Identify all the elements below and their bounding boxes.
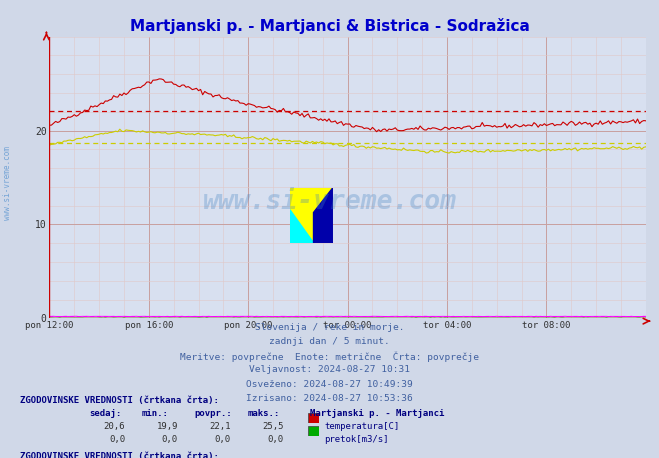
Polygon shape — [290, 210, 314, 243]
Polygon shape — [314, 188, 333, 243]
Text: www.si-vreme.com: www.si-vreme.com — [202, 189, 457, 214]
Text: 0,0: 0,0 — [215, 435, 231, 444]
Polygon shape — [290, 188, 333, 243]
Text: temperatura[C]: temperatura[C] — [324, 422, 399, 431]
Text: 0,0: 0,0 — [109, 435, 125, 444]
FancyBboxPatch shape — [308, 413, 319, 423]
Text: Izrisano: 2024-08-27 10:53:36: Izrisano: 2024-08-27 10:53:36 — [246, 394, 413, 403]
Text: Meritve: povprečne  Enote: metrične  Črta: povprečje: Meritve: povprečne Enote: metrične Črta:… — [180, 351, 479, 362]
Text: 0,0: 0,0 — [268, 435, 283, 444]
Text: Slovenija / reke in morje.: Slovenija / reke in morje. — [255, 323, 404, 332]
Text: Martjanski p. - Martjanci: Martjanski p. - Martjanci — [310, 409, 444, 418]
Text: www.si-vreme.com: www.si-vreme.com — [3, 146, 13, 220]
Text: Osveženo: 2024-08-27 10:49:39: Osveženo: 2024-08-27 10:49:39 — [246, 380, 413, 389]
FancyBboxPatch shape — [308, 426, 319, 436]
Text: 22,1: 22,1 — [209, 422, 231, 431]
Text: ZGODOVINSKE VREDNOSTI (črtkana črta):: ZGODOVINSKE VREDNOSTI (črtkana črta): — [20, 396, 219, 405]
Text: zadnji dan / 5 minut.: zadnji dan / 5 minut. — [269, 337, 390, 346]
Text: Martjanski p. - Martjanci & Bistrica - Sodražica: Martjanski p. - Martjanci & Bistrica - S… — [130, 18, 529, 34]
Text: ZGODOVINSKE VREDNOSTI (črtkana črta):: ZGODOVINSKE VREDNOSTI (črtkana črta): — [20, 452, 219, 458]
Text: 19,9: 19,9 — [156, 422, 178, 431]
Text: 25,5: 25,5 — [262, 422, 283, 431]
Text: sedaj:: sedaj: — [89, 409, 121, 418]
Text: maks.:: maks.: — [247, 409, 279, 418]
Text: povpr.:: povpr.: — [194, 409, 232, 418]
Text: Veljavnost: 2024-08-27 10:31: Veljavnost: 2024-08-27 10:31 — [249, 365, 410, 375]
Text: 20,6: 20,6 — [103, 422, 125, 431]
Text: pretok[m3/s]: pretok[m3/s] — [324, 435, 389, 444]
Text: 0,0: 0,0 — [162, 435, 178, 444]
Text: min.:: min.: — [142, 409, 169, 418]
